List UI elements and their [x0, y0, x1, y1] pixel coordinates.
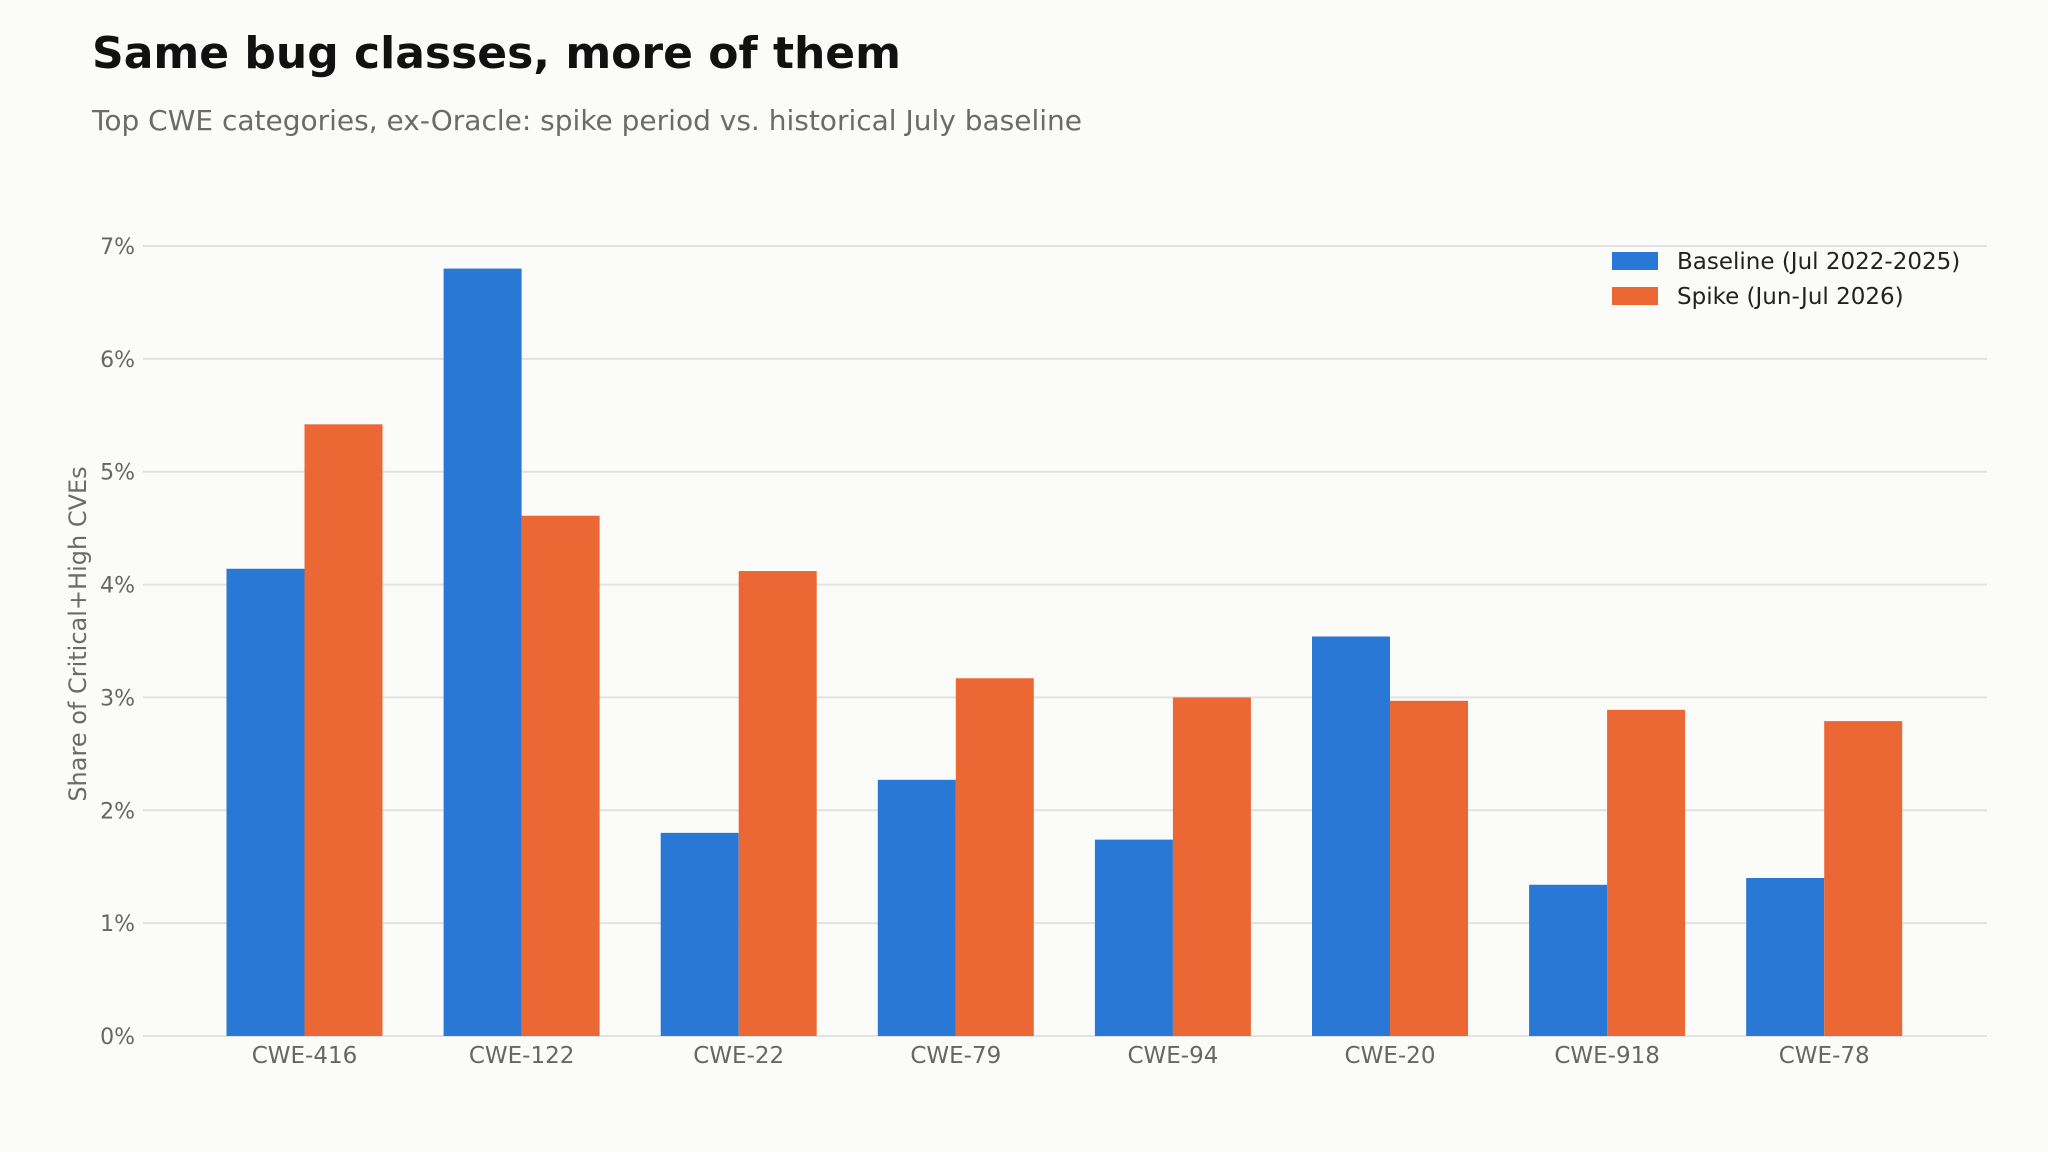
x-category-label: CWE-22: [693, 1043, 784, 1069]
x-category-label: CWE-122: [469, 1043, 575, 1069]
bar-spike-cwe-78: [1824, 721, 1903, 1036]
bar-baseline-cwe-22: [660, 832, 739, 1036]
x-category-label: CWE-79: [910, 1043, 1001, 1069]
legend-label-baseline: Baseline (Jul 2022-2025): [1677, 249, 1960, 275]
legend-swatch-spike: [1612, 287, 1658, 305]
y-tick-label: 5%: [100, 461, 135, 486]
y-tick-label: 7%: [100, 235, 135, 260]
y-axis-title: Share of Critical+High CVEs: [64, 466, 92, 801]
legend: Baseline (Jul 2022-2025) Spike (Jun-Jul …: [1612, 249, 1960, 310]
bars: [226, 268, 1903, 1037]
y-tick-label: 3%: [100, 686, 135, 711]
bar-baseline-cwe-78: [1746, 878, 1825, 1036]
bar-spike-cwe-22: [738, 571, 817, 1036]
gridlines: [143, 245, 1987, 1037]
bar-baseline-cwe-79: [877, 779, 956, 1036]
bar-baseline-cwe-20: [1312, 636, 1390, 1036]
bar-spike-cwe-79: [955, 678, 1034, 1036]
bar-spike-cwe-122: [521, 515, 600, 1036]
chart-subtitle: Top CWE categories, ex-Oracle: spike per…: [92, 104, 1082, 137]
legend-swatch-baseline: [1612, 252, 1658, 270]
chart-title: Same bug classes, more of them: [92, 28, 901, 79]
y-tick-label: 2%: [100, 799, 135, 824]
x-category-label: CWE-20: [1345, 1043, 1436, 1069]
y-axis-ticks: 0% 1% 2% 3% 4% 5% 6% 7%: [100, 235, 135, 1050]
bar-spike-cwe-20: [1390, 700, 1468, 1036]
bar-baseline-cwe-122: [443, 268, 522, 1037]
x-axis-categories: CWE-416 CWE-122 CWE-22 CWE-79 CWE-94 CWE-20 CW…: [252, 1043, 1870, 1069]
y-tick-label: 4%: [100, 574, 135, 599]
x-category-label: CWE-918: [1554, 1043, 1660, 1069]
y-tick-label: 6%: [100, 348, 135, 373]
legend-label-spike: Spike (Jun-Jul 2026): [1677, 284, 1904, 310]
x-category-label: CWE-78: [1779, 1043, 1870, 1069]
bar-baseline-cwe-416: [226, 568, 305, 1036]
bar-spike-cwe-416: [304, 424, 383, 1036]
bar-spike-cwe-94: [1172, 697, 1251, 1036]
x-category-label: CWE-416: [252, 1043, 358, 1069]
bar-baseline-cwe-918: [1529, 884, 1608, 1036]
y-tick-label: 0%: [100, 1025, 135, 1050]
bar-spike-cwe-918: [1607, 709, 1686, 1036]
x-category-label: CWE-94: [1127, 1043, 1218, 1069]
y-tick-label: 1%: [100, 912, 135, 937]
bar-baseline-cwe-94: [1094, 839, 1173, 1036]
